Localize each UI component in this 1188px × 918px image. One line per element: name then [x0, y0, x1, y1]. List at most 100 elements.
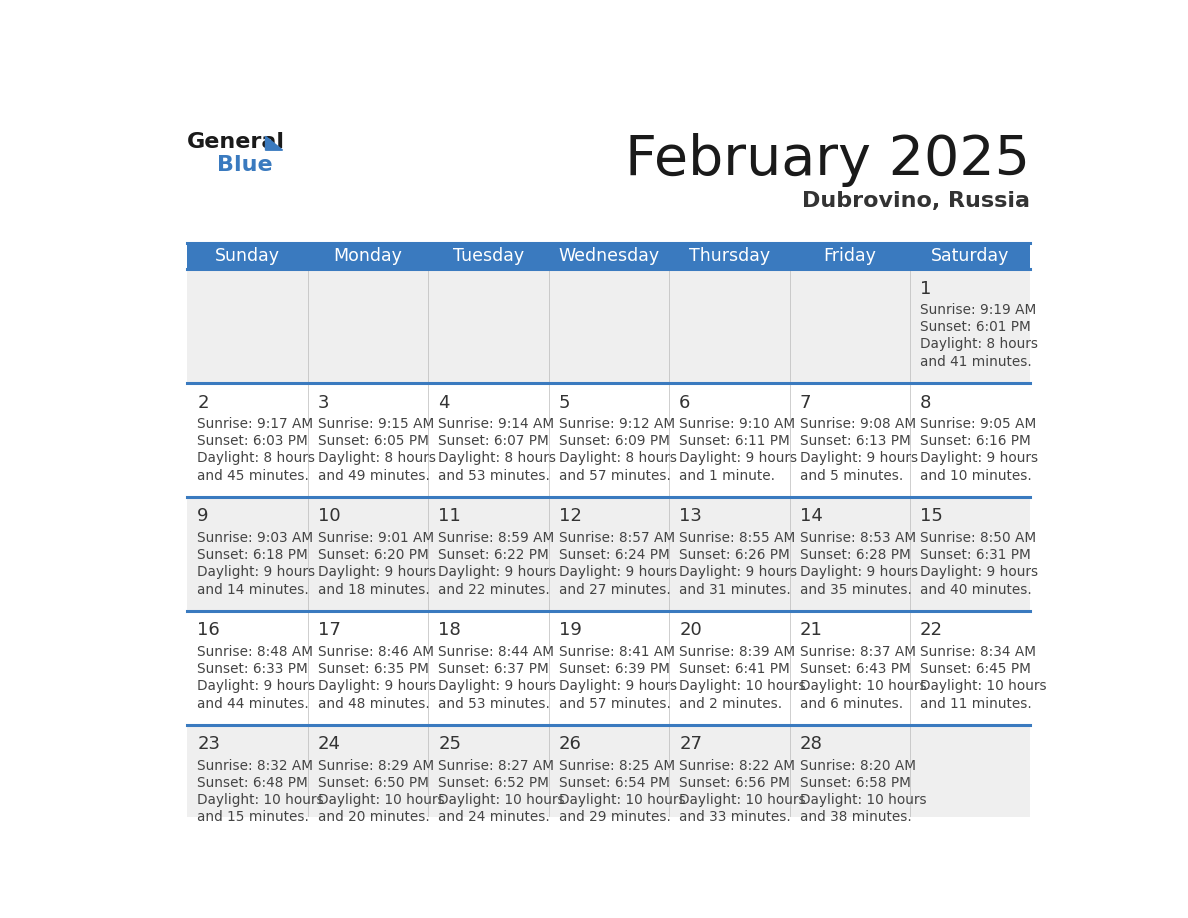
Text: Daylight: 10 hours: Daylight: 10 hours	[197, 793, 324, 807]
Text: Dubrovino, Russia: Dubrovino, Russia	[802, 191, 1030, 211]
Text: Daylight: 8 hours: Daylight: 8 hours	[920, 337, 1038, 352]
Text: 6: 6	[680, 394, 690, 411]
Text: Daylight: 10 hours: Daylight: 10 hours	[680, 679, 805, 693]
Text: and 1 minute.: and 1 minute.	[680, 468, 775, 483]
Text: February 2025: February 2025	[625, 133, 1030, 187]
Text: Sunset: 6:54 PM: Sunset: 6:54 PM	[558, 776, 670, 789]
Text: Sunset: 6:35 PM: Sunset: 6:35 PM	[317, 662, 429, 676]
Text: 8: 8	[920, 394, 931, 411]
Text: Daylight: 9 hours: Daylight: 9 hours	[438, 679, 556, 693]
Text: Sunrise: 8:34 AM: Sunrise: 8:34 AM	[920, 644, 1036, 658]
Text: Sunrise: 9:17 AM: Sunrise: 9:17 AM	[197, 417, 314, 431]
Text: Monday: Monday	[334, 247, 403, 264]
Text: Sunset: 6:37 PM: Sunset: 6:37 PM	[438, 662, 549, 676]
Text: 22: 22	[920, 621, 943, 640]
Text: Daylight: 10 hours: Daylight: 10 hours	[680, 793, 805, 807]
FancyBboxPatch shape	[188, 497, 1030, 610]
Text: and 40 minutes.: and 40 minutes.	[920, 583, 1032, 597]
Text: Daylight: 9 hours: Daylight: 9 hours	[317, 679, 436, 693]
Text: 1: 1	[920, 280, 931, 297]
Text: Sunset: 6:11 PM: Sunset: 6:11 PM	[680, 434, 790, 448]
Text: Sunset: 6:16 PM: Sunset: 6:16 PM	[920, 434, 1031, 448]
Text: Sunrise: 9:01 AM: Sunrise: 9:01 AM	[317, 531, 434, 544]
FancyBboxPatch shape	[188, 610, 1030, 724]
Text: Daylight: 10 hours: Daylight: 10 hours	[800, 793, 927, 807]
Text: Daylight: 9 hours: Daylight: 9 hours	[800, 452, 918, 465]
Text: and 14 minutes.: and 14 minutes.	[197, 583, 309, 597]
Text: and 41 minutes.: and 41 minutes.	[920, 354, 1032, 369]
Text: Daylight: 9 hours: Daylight: 9 hours	[920, 452, 1038, 465]
Text: and 22 minutes.: and 22 minutes.	[438, 583, 550, 597]
Text: Sunset: 6:18 PM: Sunset: 6:18 PM	[197, 548, 308, 562]
Text: Daylight: 9 hours: Daylight: 9 hours	[558, 679, 677, 693]
Text: 4: 4	[438, 394, 450, 411]
Text: and 57 minutes.: and 57 minutes.	[558, 697, 670, 711]
Text: Friday: Friday	[823, 247, 877, 264]
Text: and 53 minutes.: and 53 minutes.	[438, 697, 550, 711]
Text: 25: 25	[438, 735, 461, 754]
Text: 18: 18	[438, 621, 461, 640]
Text: Sunrise: 8:59 AM: Sunrise: 8:59 AM	[438, 531, 555, 544]
Text: Sunrise: 8:25 AM: Sunrise: 8:25 AM	[558, 758, 675, 773]
Text: Wednesday: Wednesday	[558, 247, 659, 264]
Text: 14: 14	[800, 508, 822, 525]
Text: Daylight: 10 hours: Daylight: 10 hours	[438, 793, 564, 807]
Text: 9: 9	[197, 508, 209, 525]
Text: Daylight: 8 hours: Daylight: 8 hours	[317, 452, 436, 465]
Text: Sunrise: 9:05 AM: Sunrise: 9:05 AM	[920, 417, 1036, 431]
Text: and 20 minutes.: and 20 minutes.	[317, 811, 430, 824]
Text: Daylight: 9 hours: Daylight: 9 hours	[920, 565, 1038, 579]
Text: Daylight: 9 hours: Daylight: 9 hours	[197, 565, 316, 579]
Text: Saturday: Saturday	[931, 247, 1010, 264]
Text: and 35 minutes.: and 35 minutes.	[800, 583, 911, 597]
Text: 23: 23	[197, 735, 220, 754]
Text: Sunday: Sunday	[215, 247, 280, 264]
Text: Sunset: 6:09 PM: Sunset: 6:09 PM	[558, 434, 670, 448]
Text: 20: 20	[680, 621, 702, 640]
FancyBboxPatch shape	[188, 242, 1030, 269]
Text: and 53 minutes.: and 53 minutes.	[438, 468, 550, 483]
Text: Daylight: 10 hours: Daylight: 10 hours	[558, 793, 685, 807]
Text: Sunset: 6:58 PM: Sunset: 6:58 PM	[800, 776, 910, 789]
Text: and 10 minutes.: and 10 minutes.	[920, 468, 1032, 483]
Text: Daylight: 9 hours: Daylight: 9 hours	[680, 565, 797, 579]
Text: Sunrise: 8:48 AM: Sunrise: 8:48 AM	[197, 644, 314, 658]
Text: Sunset: 6:01 PM: Sunset: 6:01 PM	[920, 320, 1031, 334]
Text: Sunset: 6:45 PM: Sunset: 6:45 PM	[920, 662, 1031, 676]
Text: Sunset: 6:56 PM: Sunset: 6:56 PM	[680, 776, 790, 789]
Text: Daylight: 8 hours: Daylight: 8 hours	[558, 452, 677, 465]
Text: Sunrise: 9:08 AM: Sunrise: 9:08 AM	[800, 417, 916, 431]
Text: 10: 10	[317, 508, 341, 525]
Text: Sunset: 6:48 PM: Sunset: 6:48 PM	[197, 776, 308, 789]
Text: Sunset: 6:07 PM: Sunset: 6:07 PM	[438, 434, 549, 448]
Text: General: General	[188, 131, 285, 151]
Text: 15: 15	[920, 508, 943, 525]
Text: and 15 minutes.: and 15 minutes.	[197, 811, 309, 824]
Text: and 27 minutes.: and 27 minutes.	[558, 583, 670, 597]
Text: Sunset: 6:52 PM: Sunset: 6:52 PM	[438, 776, 549, 789]
Text: Daylight: 9 hours: Daylight: 9 hours	[680, 452, 797, 465]
Text: Sunrise: 8:37 AM: Sunrise: 8:37 AM	[800, 644, 916, 658]
Text: Daylight: 10 hours: Daylight: 10 hours	[800, 679, 927, 693]
Text: Blue: Blue	[216, 155, 272, 174]
Text: and 11 minutes.: and 11 minutes.	[920, 697, 1032, 711]
Text: Daylight: 10 hours: Daylight: 10 hours	[317, 793, 444, 807]
FancyBboxPatch shape	[188, 724, 1030, 838]
Text: and 45 minutes.: and 45 minutes.	[197, 468, 309, 483]
Text: Sunset: 6:03 PM: Sunset: 6:03 PM	[197, 434, 308, 448]
Text: 26: 26	[558, 735, 582, 754]
Text: 13: 13	[680, 508, 702, 525]
Text: Sunrise: 8:29 AM: Sunrise: 8:29 AM	[317, 758, 434, 773]
Text: Sunrise: 8:55 AM: Sunrise: 8:55 AM	[680, 531, 796, 544]
Text: Sunrise: 8:57 AM: Sunrise: 8:57 AM	[558, 531, 675, 544]
Text: 3: 3	[317, 394, 329, 411]
Text: Sunrise: 9:14 AM: Sunrise: 9:14 AM	[438, 417, 555, 431]
Text: Sunrise: 8:44 AM: Sunrise: 8:44 AM	[438, 644, 555, 658]
Text: and 31 minutes.: and 31 minutes.	[680, 583, 791, 597]
Text: 11: 11	[438, 508, 461, 525]
FancyBboxPatch shape	[188, 383, 1030, 497]
Text: 17: 17	[317, 621, 341, 640]
Text: Sunset: 6:31 PM: Sunset: 6:31 PM	[920, 548, 1031, 562]
Text: Sunrise: 8:50 AM: Sunrise: 8:50 AM	[920, 531, 1036, 544]
Text: Thursday: Thursday	[689, 247, 770, 264]
